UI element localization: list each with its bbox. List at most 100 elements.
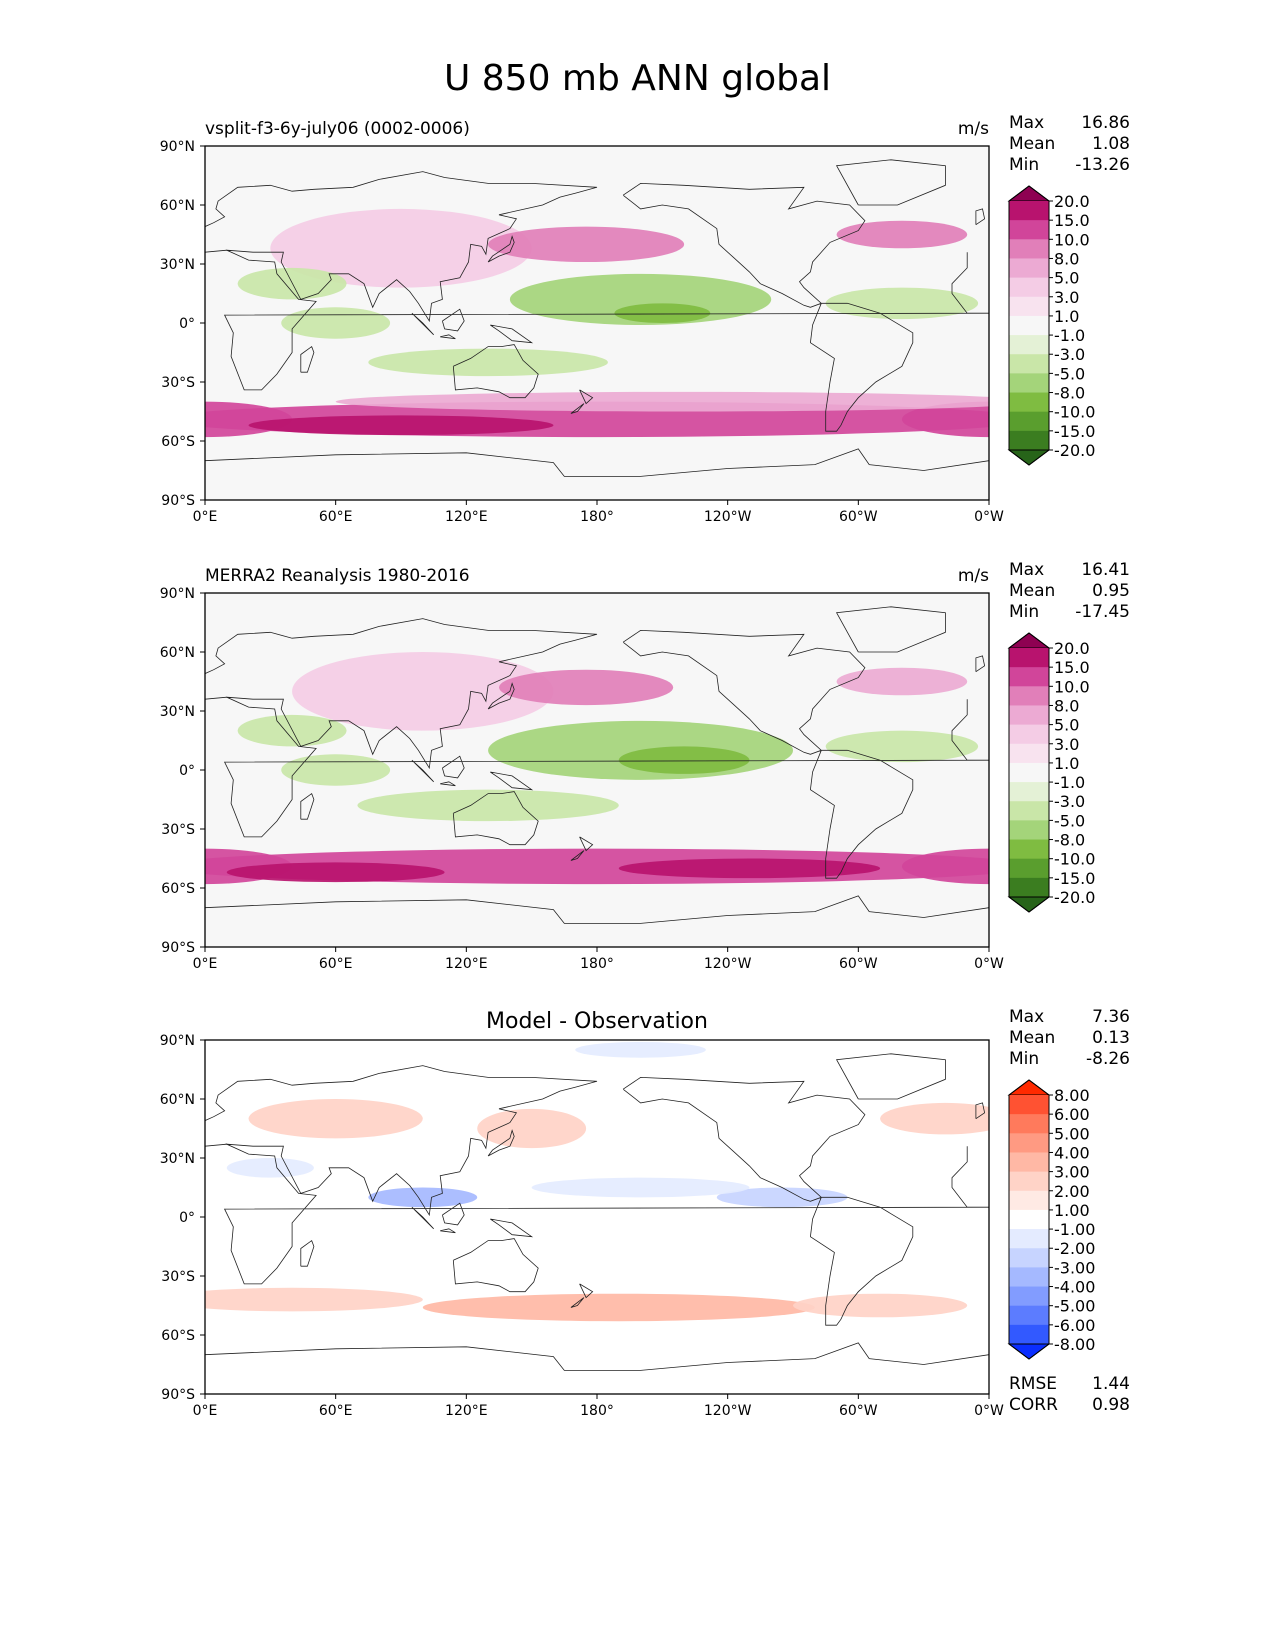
colorbar-level-label: -6.00: [1054, 1316, 1095, 1335]
colorbar-segment: [1009, 392, 1049, 413]
panel-title: MERRA2 Reanalysis 1980-2016: [205, 566, 470, 586]
colorbar-segment: [1009, 705, 1049, 726]
field-region: [335, 391, 989, 412]
colorbar-level-label: 20.0: [1054, 192, 1090, 211]
stat-label: Mean: [1009, 1028, 1055, 1048]
colorbar-segment: [1009, 1171, 1049, 1192]
chart-2-svg: 0°E 60°E 120°E 180° 120°W 60°W 0°W 90°N 60°N 30°N…: [160, 1007, 1130, 1419]
colorbar-level-label: -1.0: [1054, 326, 1085, 345]
x-tick-label: 60°W: [839, 1403, 878, 1419]
colorbar-segment: [1009, 782, 1049, 802]
colorbar-segment: [1009, 1152, 1049, 1173]
map-field: [205, 146, 989, 500]
field-region: [498, 669, 674, 706]
stat-value: -13.26: [1075, 155, 1130, 175]
y-tick-label: 60°S: [161, 881, 195, 897]
colorbar: 8.006.005.004.003.002.001.00-1.00-2.00-3…: [1007, 1079, 1095, 1360]
x-tick-label: 60°E: [319, 956, 353, 972]
colorbar-segment: [1009, 1248, 1049, 1268]
colorbar-segment: [1009, 201, 1049, 221]
colorbar-level-label: -3.00: [1054, 1258, 1095, 1277]
colorbar-segment: [1009, 277, 1049, 298]
stat-label: Min: [1009, 155, 1039, 175]
colorbar-level-label: 4.00: [1054, 1143, 1090, 1162]
stat-label: Max: [1009, 560, 1044, 580]
field-region: [477, 1108, 587, 1149]
y-tick-label: 90°N: [160, 1033, 195, 1049]
chart-0-svg: 0°E 60°E 120°E 180° 120°W 60°W 0°W 90°N 60°N 30°N…: [160, 113, 1130, 525]
colorbar-level-label: 8.00: [1054, 1086, 1090, 1105]
colorbar-level-label: 15.0: [1054, 658, 1090, 677]
field-region: [825, 287, 979, 320]
field-region: [618, 746, 750, 774]
x-tick-label: 60°E: [319, 1403, 353, 1419]
colorbar-level-label: -3.0: [1054, 345, 1085, 364]
colorbar-segment: [1009, 354, 1049, 374]
field-region: [248, 415, 554, 436]
field-region: [901, 848, 989, 885]
y-tick-label: 90°S: [161, 1387, 195, 1403]
field-region: [205, 1287, 423, 1312]
colorbar-level-label: -2.00: [1054, 1239, 1095, 1258]
colorbar-extend-bottom: [1007, 896, 1051, 913]
y-tick-label: 0°: [179, 1210, 195, 1226]
colorbar-level-label: -20.0: [1054, 888, 1095, 907]
stat-label: CORR: [1009, 1395, 1058, 1415]
field-region: [614, 303, 711, 323]
colorbar-level-label: 10.0: [1054, 677, 1090, 696]
stat-value: 0.98: [1092, 1395, 1130, 1415]
x-tick-label: 120°E: [445, 956, 488, 972]
colorbar-segment: [1009, 877, 1049, 898]
field-region: [368, 348, 608, 377]
stat-label: Max: [1009, 113, 1044, 133]
colorbar-segment: [1009, 1305, 1049, 1326]
colorbar-level-label: -5.0: [1054, 364, 1085, 383]
stat-value: 0.13: [1092, 1028, 1130, 1048]
colorbar-segment: [1009, 315, 1049, 336]
x-tick-label: 60°E: [319, 509, 353, 525]
colorbar-segment: [1009, 667, 1049, 687]
x-tick-label: 0°E: [193, 509, 218, 525]
x-tick-label: 180°: [580, 956, 614, 972]
colorbar-segment: [1009, 258, 1049, 279]
colorbar-segment: [1009, 743, 1049, 764]
colorbar-segment: [1009, 801, 1049, 821]
colorbar-level-label: 8.0: [1054, 249, 1079, 268]
panel-title: Model - Observation: [486, 1009, 708, 1034]
field-region: [226, 1158, 314, 1178]
figure-title: U 850 mb ANN global: [443, 58, 832, 99]
colorbar-segment: [1009, 1324, 1049, 1345]
colorbar-extend-top: [1007, 632, 1051, 649]
y-tick-label: 90°S: [161, 493, 195, 509]
colorbar-segment: [1009, 1286, 1049, 1307]
stat-label: RMSE: [1009, 1374, 1057, 1394]
field-region: [270, 208, 532, 288]
colorbar-level-label: -5.0: [1054, 811, 1085, 830]
colorbar-level-label: -10.0: [1054, 850, 1095, 869]
stat-value: -17.45: [1075, 602, 1130, 622]
colorbar-level-label: -8.0: [1054, 384, 1085, 403]
colorbar-extend-bottom: [1007, 449, 1051, 466]
colorbar-segment: [1009, 1267, 1049, 1288]
field-region: [618, 858, 881, 879]
x-tick-label: 120°W: [704, 509, 752, 525]
stat-value: 0.95: [1092, 581, 1130, 601]
colorbar-level-label: -1.00: [1054, 1220, 1095, 1239]
colorbar-segment: [1009, 296, 1049, 317]
colorbar-extend-bottom: [1007, 1343, 1051, 1360]
x-tick-label: 0°E: [193, 956, 218, 972]
colorbar-segment: [1009, 1114, 1049, 1134]
y-tick-label: 60°N: [160, 645, 195, 661]
stat-label: Mean: [1009, 581, 1055, 601]
colorbar-segment: [1009, 1229, 1049, 1249]
colorbar-segment: [1009, 762, 1049, 783]
colorbar-segment: [1009, 335, 1049, 355]
y-tick-label: 30°N: [160, 257, 195, 273]
y-tick-label: 0°: [179, 316, 195, 332]
colorbar-level-label: 5.0: [1054, 269, 1079, 288]
colorbar-segment: [1009, 1209, 1049, 1230]
colorbar-segment: [1009, 430, 1049, 451]
field-region: [793, 1293, 968, 1318]
stat-value: -8.26: [1086, 1049, 1130, 1069]
colorbar-level-label: -3.0: [1054, 792, 1085, 811]
